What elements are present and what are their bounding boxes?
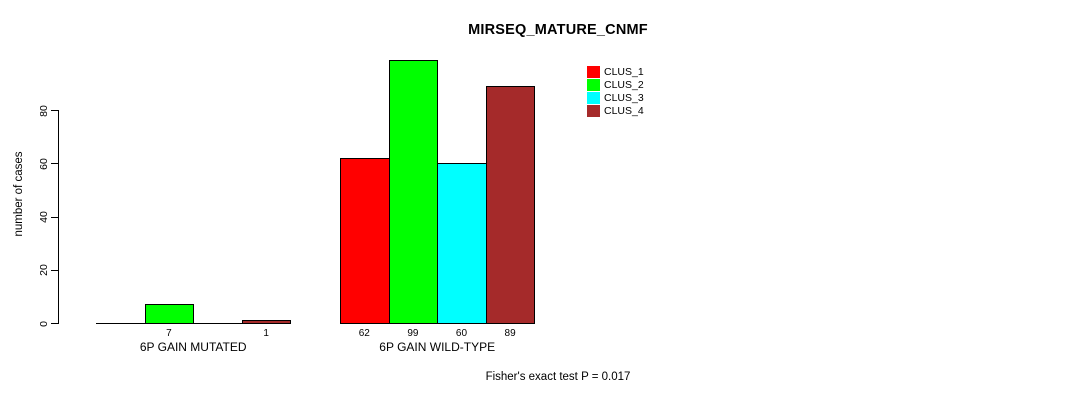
y-tick-mark [51, 110, 58, 112]
y-tick-label: 60 [38, 158, 50, 170]
legend-label: CLUS_4 [604, 105, 644, 118]
bar [340, 158, 390, 324]
bar-value-label: 89 [504, 328, 516, 339]
y-axis-label: number of cases [13, 151, 25, 237]
bar-value-label: 60 [455, 328, 468, 339]
chart-title: MIRSEQ_MATURE_CNMF [468, 22, 648, 38]
bar [437, 163, 487, 324]
legend-swatch [586, 92, 600, 105]
bar-value-label: 7 [166, 328, 172, 339]
footnote: Fisher's exact test P = 0.017 [485, 371, 631, 383]
bar [388, 60, 439, 324]
legend-swatch [586, 65, 600, 78]
bar [485, 86, 536, 324]
legend-label: CLUS_1 [604, 65, 644, 78]
bar-value-label: 62 [358, 328, 370, 339]
legend-label: CLUS_3 [604, 92, 644, 105]
y-tick-mark [51, 323, 58, 324]
bar [144, 304, 195, 324]
y-tick-label: 40 [38, 211, 50, 223]
bar [241, 320, 292, 324]
y-tick-label: 80 [38, 104, 50, 117]
x-group-label: 6P GAIN MUTATED [139, 340, 247, 354]
bar-value-label: 99 [407, 328, 419, 339]
legend-label: CLUS_2 [604, 78, 644, 91]
y-tick-mark [51, 269, 58, 271]
legend-swatch [586, 78, 600, 91]
legend-swatch [586, 105, 600, 118]
y-axis-line [58, 110, 59, 324]
x-group-label: 6P GAIN WILD-TYPE [379, 340, 496, 354]
bar-value-label: 1 [263, 328, 269, 339]
y-tick-label: 20 [38, 264, 50, 277]
y-tick-mark [51, 216, 58, 218]
y-tick-mark [51, 163, 58, 165]
y-tick-label: 0 [38, 320, 50, 327]
